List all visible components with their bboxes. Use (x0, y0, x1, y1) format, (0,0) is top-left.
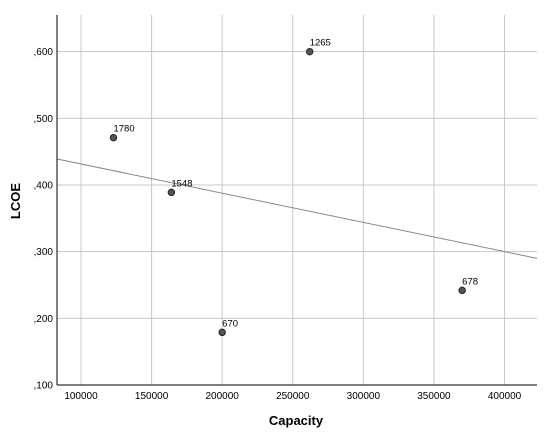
data-point (167, 188, 176, 197)
y-tick-label: ,300 (34, 247, 54, 258)
x-axis-title: Capacity (269, 413, 324, 428)
data-point-label: 1780 (113, 124, 134, 135)
y-tick-label: ,600 (34, 47, 54, 58)
data-point-label: 1548 (171, 178, 192, 189)
data-point-label: 1265 (310, 38, 331, 49)
y-tick-labels: ,100 ,200 ,300 ,400 ,500 ,600 (34, 47, 54, 391)
gridlines (57, 15, 537, 385)
x-tick-label: 250000 (276, 391, 310, 402)
axes (56, 15, 537, 386)
x-tick-label: 200000 (205, 391, 239, 402)
data-point (218, 328, 226, 337)
data-point (306, 47, 314, 56)
x-tick-label: 400000 (488, 391, 522, 402)
x-tick-labels: 100000 150000 200000 250000 300000 350000 4000… (64, 391, 521, 402)
x-tick-label: 150000 (135, 391, 169, 402)
data-point (458, 286, 466, 295)
x-tick-label: 300000 (347, 391, 381, 402)
data-point-label: 670 (222, 318, 238, 329)
data-points: 1265 1780 1548 670 678 (109, 38, 478, 337)
y-tick-label: ,400 (34, 181, 54, 192)
x-tick-label: 350000 (417, 391, 451, 402)
y-tick-label: ,500 (34, 114, 54, 125)
y-tick-label: ,100 (34, 381, 54, 392)
y-tick-label: ,200 (34, 314, 54, 325)
data-point (109, 133, 118, 142)
data-point-label: 678 (462, 276, 478, 287)
fit-line (56, 158, 538, 259)
x-tick-label: 100000 (64, 391, 98, 402)
fit-line-group (56, 158, 538, 259)
y-axis-title: LCOE (8, 183, 23, 219)
